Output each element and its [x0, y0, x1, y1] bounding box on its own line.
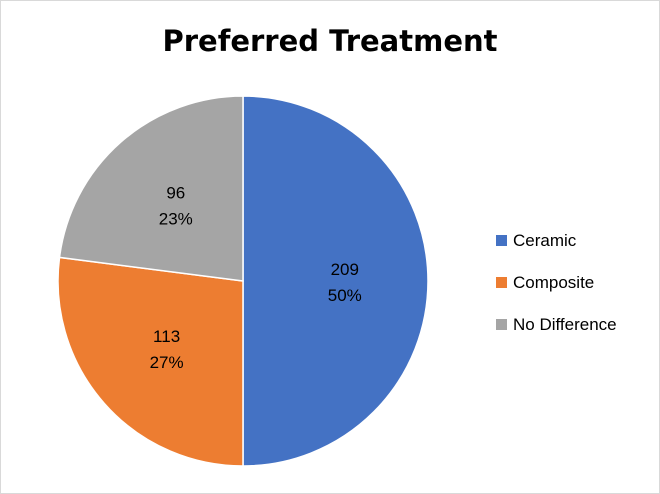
legend-item-ceramic: Ceramic [496, 230, 617, 251]
legend-label-no-difference: No Difference [513, 314, 617, 334]
legend-swatch-composite [496, 277, 507, 288]
legend-label-composite: Composite [513, 272, 595, 292]
legend-label-ceramic: Ceramic [513, 230, 577, 250]
pie-slice-composite [57, 256, 244, 467]
legend-item-composite: Composite [496, 272, 617, 293]
data-label-percent-composite: 27% [150, 353, 184, 372]
legend-item-no-difference: No Difference [496, 314, 617, 335]
data-label-percent-ceramic: 50% [328, 286, 362, 305]
data-label-ceramic: 209 50% [328, 260, 362, 305]
data-label-value-composite: 113 [153, 327, 180, 346]
data-label-composite: 113 27% [150, 327, 184, 372]
chart-title: Preferred Treatment [162, 24, 498, 58]
legend-swatch-ceramic [496, 235, 507, 246]
data-label-value-no-difference: 96 [166, 184, 185, 203]
chart-legend: Ceramic Composite No Difference [496, 230, 617, 356]
legend-swatch-no-difference [496, 319, 507, 330]
pie-slice-no-difference [58, 95, 244, 282]
pie-slice-ceramic [242, 95, 429, 467]
data-label-value-ceramic: 209 [331, 260, 359, 279]
pie-labels: 209 50%113 27%96 23% [150, 184, 362, 373]
data-label-no-difference: 96 23% [159, 184, 193, 229]
pie-slices [57, 95, 429, 467]
data-label-percent-no-difference: 23% [159, 210, 193, 229]
